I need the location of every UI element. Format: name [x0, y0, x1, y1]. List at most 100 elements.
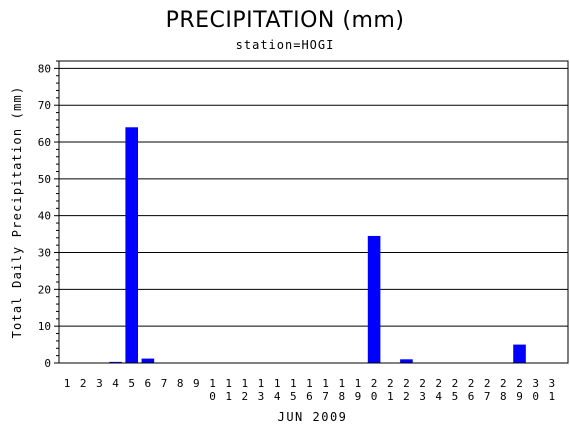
svg-text:1: 1	[322, 377, 329, 390]
svg-text:5: 5	[452, 390, 459, 403]
y-tick-label: 30	[38, 247, 51, 260]
svg-text:7: 7	[484, 390, 491, 403]
y-tick-label: 0	[44, 357, 51, 370]
x-tick-label: 11	[225, 377, 232, 403]
x-axis: 1 2 3 4 5 6 7 8 9 1011121314151617181920212223242…	[64, 377, 555, 403]
x-tick-label: 9	[193, 377, 200, 390]
x-tick-label: 24	[435, 377, 442, 403]
svg-text:0: 0	[532, 390, 539, 403]
x-tick-label: 7	[161, 377, 168, 390]
svg-text:4: 4	[112, 377, 119, 390]
x-tick-label: 29	[516, 377, 523, 403]
x-tick-label: 15	[290, 377, 297, 403]
x-tick-label: 17	[322, 377, 329, 403]
x-tick-label: 18	[338, 377, 345, 403]
svg-text:1: 1	[242, 377, 249, 390]
y-tick-label: 40	[38, 210, 51, 223]
svg-text:1: 1	[387, 390, 394, 403]
x-tick-label: 2	[80, 377, 87, 390]
y-axis: 0 10 20 30 40 50 60 70 80	[38, 60, 59, 370]
bar	[125, 127, 139, 363]
x-tick-label: 23	[419, 377, 426, 403]
svg-text:2: 2	[516, 377, 523, 390]
svg-text:1: 1	[274, 377, 281, 390]
x-tick-label: 4	[112, 377, 119, 390]
chart-title: PRECIPITATION (mm)	[165, 8, 405, 33]
y-tick-label: 20	[38, 283, 51, 296]
svg-text:5: 5	[128, 377, 135, 390]
svg-text:4: 4	[435, 390, 442, 403]
x-tick-label: 3	[96, 377, 103, 390]
svg-text:3: 3	[549, 377, 556, 390]
svg-text:2: 2	[403, 377, 410, 390]
svg-text:6: 6	[468, 390, 475, 403]
svg-text:2: 2	[371, 377, 378, 390]
svg-text:2: 2	[80, 377, 87, 390]
svg-text:7: 7	[322, 390, 329, 403]
x-tick-label: 28	[500, 377, 507, 403]
svg-text:2: 2	[435, 377, 442, 390]
svg-text:3: 3	[258, 390, 265, 403]
y-tick-label: 70	[38, 99, 51, 112]
bar	[109, 361, 122, 363]
svg-text:3: 3	[532, 377, 539, 390]
x-tick-label: 13	[258, 377, 265, 403]
x-tick-label: 22	[403, 377, 410, 403]
svg-text:8: 8	[500, 390, 507, 403]
bar	[141, 358, 155, 363]
svg-text:2: 2	[452, 377, 459, 390]
x-tick-label: 8	[177, 377, 184, 390]
svg-text:2: 2	[484, 377, 491, 390]
svg-text:6: 6	[306, 390, 313, 403]
svg-text:1: 1	[209, 377, 216, 390]
bars	[109, 127, 526, 363]
y-tick-label: 60	[38, 136, 51, 149]
svg-text:1: 1	[258, 377, 265, 390]
y-tick-label: 50	[38, 173, 51, 186]
svg-text:1: 1	[64, 377, 71, 390]
x-tick-label: 26	[468, 377, 475, 403]
svg-text:2: 2	[403, 390, 410, 403]
y-tick-label: 10	[38, 320, 51, 333]
x-tick-label: 16	[306, 377, 313, 403]
svg-text:1: 1	[355, 377, 362, 390]
svg-text:1: 1	[225, 377, 232, 390]
svg-text:2: 2	[419, 377, 426, 390]
x-tick-label: 21	[387, 377, 394, 403]
x-tick-label: 20	[371, 377, 378, 403]
svg-text:5: 5	[290, 390, 297, 403]
svg-text:8: 8	[338, 390, 345, 403]
x-tick-label: 31	[549, 377, 556, 403]
svg-text:8: 8	[177, 377, 184, 390]
bar	[367, 235, 381, 363]
x-tick-label: 19	[355, 377, 362, 403]
svg-text:3: 3	[96, 377, 103, 390]
svg-text:0: 0	[209, 390, 216, 403]
svg-text:0: 0	[371, 390, 378, 403]
svg-text:9: 9	[193, 377, 200, 390]
svg-text:1: 1	[338, 377, 345, 390]
svg-text:2: 2	[242, 390, 249, 403]
svg-text:3: 3	[419, 390, 426, 403]
svg-text:1: 1	[290, 377, 297, 390]
x-tick-label: 5	[128, 377, 135, 390]
chart-subtitle: station=HOGI	[235, 38, 335, 52]
svg-text:2: 2	[500, 377, 507, 390]
x-tick-label: 12	[242, 377, 249, 403]
x-tick-label: 6	[145, 377, 152, 390]
x-tick-label: 14	[274, 377, 281, 403]
x-tick-label: 10	[209, 377, 216, 403]
x-tick-label: 1	[64, 377, 71, 390]
svg-text:1: 1	[549, 390, 556, 403]
svg-text:1: 1	[306, 377, 313, 390]
x-tick-label: 25	[452, 377, 459, 403]
gridlines	[59, 67, 568, 327]
svg-text:7: 7	[161, 377, 168, 390]
x-tick-label: 30	[532, 377, 539, 403]
x-axis-label: JUN 2009	[277, 410, 348, 424]
bar	[513, 344, 526, 363]
plot-frame	[58, 60, 569, 364]
y-tick-label: 80	[38, 62, 51, 75]
svg-text:9: 9	[355, 390, 362, 403]
